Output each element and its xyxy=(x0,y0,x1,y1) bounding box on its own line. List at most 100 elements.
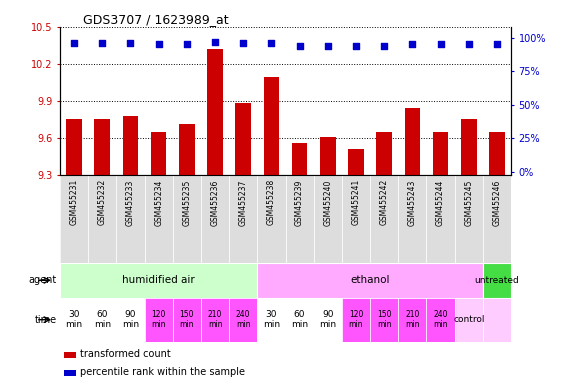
Bar xyxy=(201,175,229,263)
Text: 90
min: 90 min xyxy=(122,310,139,329)
Point xyxy=(154,41,163,48)
Text: GSM455234: GSM455234 xyxy=(154,179,163,225)
Bar xyxy=(342,298,370,342)
Bar xyxy=(65,352,76,358)
Text: 210
min: 210 min xyxy=(405,310,420,329)
Text: GSM455245: GSM455245 xyxy=(464,179,473,225)
Bar xyxy=(94,119,110,175)
Text: humidified air: humidified air xyxy=(122,275,195,285)
Text: GSM455244: GSM455244 xyxy=(436,179,445,225)
Point xyxy=(436,41,445,48)
Bar xyxy=(173,175,201,263)
Text: agent: agent xyxy=(29,275,57,285)
Text: GSM455237: GSM455237 xyxy=(239,179,248,225)
Bar xyxy=(60,263,258,298)
Point xyxy=(295,43,304,49)
Point xyxy=(323,43,332,49)
Bar xyxy=(144,298,173,342)
Bar xyxy=(60,175,88,263)
Bar xyxy=(179,124,195,175)
Bar xyxy=(427,298,455,342)
Text: GSM455243: GSM455243 xyxy=(408,179,417,225)
Bar xyxy=(455,175,483,263)
Text: GSM455231: GSM455231 xyxy=(70,179,79,225)
Text: 150
min: 150 min xyxy=(179,310,194,329)
Bar xyxy=(201,298,229,342)
Text: ethanol: ethanol xyxy=(351,275,390,285)
Bar xyxy=(88,175,116,263)
Text: 60
min: 60 min xyxy=(94,310,111,329)
Bar xyxy=(66,119,82,175)
Text: GSM455235: GSM455235 xyxy=(182,179,191,225)
Text: 120
min: 120 min xyxy=(349,310,363,329)
Text: 90
min: 90 min xyxy=(319,310,336,329)
Bar xyxy=(116,175,144,263)
Text: percentile rank within the sample: percentile rank within the sample xyxy=(81,367,246,377)
Point xyxy=(267,40,276,46)
Text: untreated: untreated xyxy=(475,276,519,285)
Bar xyxy=(399,298,427,342)
Text: GSM455236: GSM455236 xyxy=(211,179,219,225)
Text: 210
min: 210 min xyxy=(208,310,222,329)
Bar xyxy=(399,175,427,263)
Text: GDS3707 / 1623989_at: GDS3707 / 1623989_at xyxy=(83,13,228,26)
Text: 240
min: 240 min xyxy=(433,310,448,329)
Text: GSM455240: GSM455240 xyxy=(323,179,332,225)
Text: transformed count: transformed count xyxy=(81,349,171,359)
Point xyxy=(464,41,473,48)
Bar xyxy=(405,108,420,175)
Point xyxy=(211,39,220,45)
Bar xyxy=(483,263,511,298)
Bar xyxy=(292,143,307,175)
Bar xyxy=(264,78,279,175)
Bar xyxy=(376,132,392,175)
Text: 30
min: 30 min xyxy=(263,310,280,329)
Bar xyxy=(483,298,511,342)
Point xyxy=(126,40,135,46)
Bar xyxy=(370,175,399,263)
Bar xyxy=(286,298,313,342)
Bar xyxy=(455,298,483,342)
Text: control: control xyxy=(453,315,485,324)
Bar xyxy=(258,175,286,263)
Bar xyxy=(258,298,286,342)
Bar xyxy=(489,132,505,175)
Point xyxy=(408,41,417,48)
Point xyxy=(98,40,107,46)
Text: GSM455239: GSM455239 xyxy=(295,179,304,225)
Point xyxy=(70,40,79,46)
Bar xyxy=(144,175,173,263)
Bar xyxy=(433,132,448,175)
Bar xyxy=(173,298,201,342)
Text: GSM455232: GSM455232 xyxy=(98,179,107,225)
Bar xyxy=(286,175,313,263)
Bar xyxy=(60,298,88,342)
Bar xyxy=(461,119,477,175)
Text: GSM455242: GSM455242 xyxy=(380,179,389,225)
Bar xyxy=(235,103,251,175)
Text: time: time xyxy=(35,314,57,325)
Text: 120
min: 120 min xyxy=(151,310,166,329)
Point xyxy=(351,43,360,49)
Bar xyxy=(348,149,364,175)
Point xyxy=(492,41,501,48)
Bar xyxy=(123,116,138,175)
Bar xyxy=(229,298,258,342)
Bar xyxy=(342,175,370,263)
Text: GSM455246: GSM455246 xyxy=(492,179,501,225)
Text: GSM455238: GSM455238 xyxy=(267,179,276,225)
Bar xyxy=(229,175,258,263)
Bar xyxy=(427,175,455,263)
Bar xyxy=(313,298,342,342)
Bar xyxy=(207,49,223,175)
Text: 30
min: 30 min xyxy=(66,310,83,329)
Point xyxy=(182,41,191,48)
Text: GSM455233: GSM455233 xyxy=(126,179,135,225)
Bar xyxy=(320,137,336,175)
Point xyxy=(239,40,248,46)
Text: 150
min: 150 min xyxy=(377,310,392,329)
Bar xyxy=(88,298,116,342)
Bar xyxy=(116,298,144,342)
Bar xyxy=(151,132,166,175)
Bar xyxy=(65,370,76,376)
